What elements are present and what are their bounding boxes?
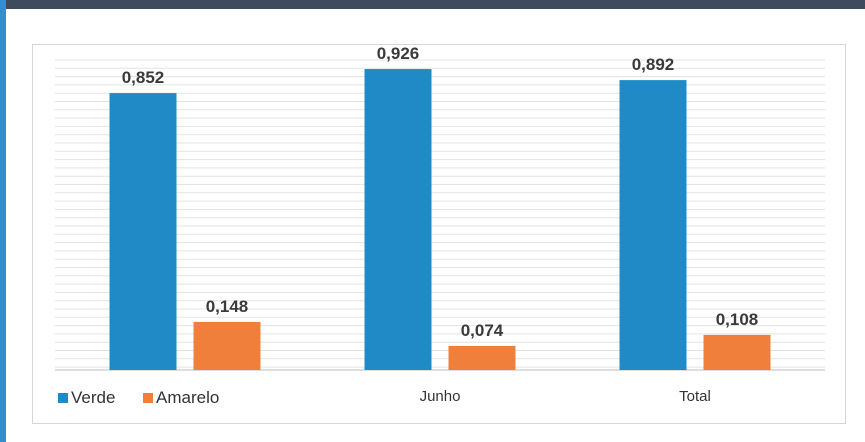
legend-label-verde: Verde	[71, 388, 115, 407]
legend-swatch-amarelo	[143, 393, 153, 403]
data-label-verde-2: 0,926	[377, 44, 420, 63]
data-label-amarelo-2: 0,074	[461, 321, 504, 340]
data-label-verde-3: 0,892	[632, 55, 675, 74]
bar-verde-2	[364, 69, 432, 371]
bar-amarelo-1	[193, 321, 261, 370]
category-label-2: Junho	[420, 388, 461, 405]
bar-amarelo-2	[448, 345, 516, 370]
data-label-amarelo-3: 0,108	[716, 310, 759, 329]
legend-swatch-verde	[58, 393, 68, 403]
bar-verde-3	[619, 80, 687, 370]
data-label-verde-1: 0,852	[122, 68, 165, 87]
top-border	[0, 0, 865, 9]
legend-label-amarelo: Amarelo	[156, 388, 219, 407]
bar-verde-1	[109, 93, 177, 370]
left-border	[0, 0, 6, 442]
data-label-amarelo-1: 0,148	[206, 297, 249, 316]
bar-amarelo-3	[703, 334, 771, 370]
category-label-3: Total	[679, 388, 711, 405]
